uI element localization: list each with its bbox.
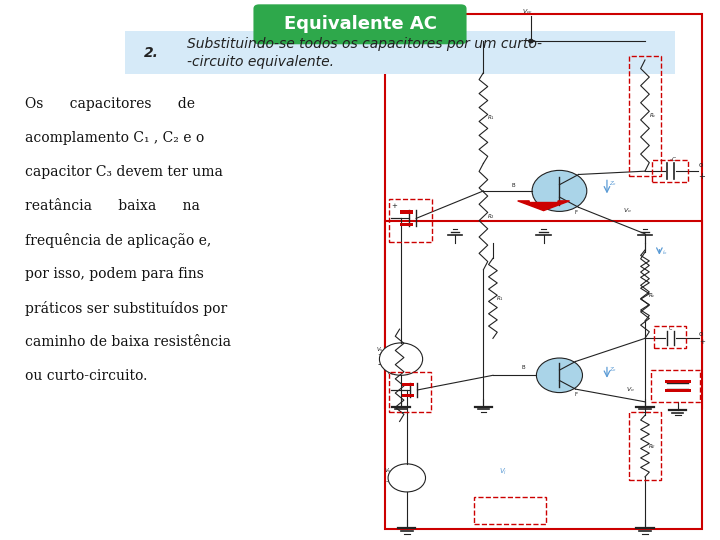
- Text: $v_1$: $v_1$: [395, 356, 402, 363]
- Bar: [474, 497, 546, 524]
- Text: +: +: [699, 339, 705, 345]
- Circle shape: [536, 358, 582, 393]
- Text: $R_2$: $R_2$: [487, 212, 495, 221]
- Text: $C_1$: $C_1$: [654, 370, 662, 379]
- Text: o: o: [699, 331, 703, 337]
- Bar: [385, 221, 702, 529]
- Bar: [654, 327, 686, 348]
- Bar: [665, 380, 690, 383]
- Text: -: -: [674, 400, 677, 406]
- Text: $V_s$: $V_s$: [384, 467, 392, 475]
- Text: $V_i$: $V_i$: [397, 225, 404, 234]
- Text: $V_s$: $V_s$: [376, 345, 384, 354]
- FancyArrow shape: [518, 201, 570, 211]
- Text: $V_o$: $V_o$: [623, 206, 631, 215]
- Text: $V_{cc}$: $V_{cc}$: [522, 7, 533, 16]
- Text: $R_1$: $R_1$: [496, 294, 504, 303]
- Text: $R_c$: $R_c$: [649, 111, 657, 120]
- Text: o: o: [698, 163, 703, 168]
- Text: -circuito equivalente.: -circuito equivalente.: [187, 55, 334, 69]
- Text: $Z_o$: $Z_o$: [609, 365, 617, 374]
- FancyBboxPatch shape: [125, 31, 675, 74]
- Text: F: F: [575, 210, 578, 215]
- Text: por isso, podem para fins: por isso, podem para fins: [25, 267, 204, 281]
- Text: F: F: [574, 392, 577, 396]
- Text: $Z_i$: $Z_i$: [390, 364, 397, 373]
- Text: Equivalente AC: Equivalente AC: [284, 15, 436, 33]
- Text: $V_i$: $V_i$: [499, 467, 508, 477]
- Text: B: B: [521, 365, 525, 370]
- Text: ou curto-circuito.: ou curto-circuito.: [25, 369, 148, 383]
- FancyBboxPatch shape: [253, 4, 467, 44]
- Text: capacitor C₃ devem ter uma: capacitor C₃ devem ter uma: [25, 165, 223, 179]
- Text: B: B: [512, 183, 516, 187]
- Bar: [385, 14, 702, 408]
- Bar: [389, 372, 431, 412]
- Text: -: -: [377, 359, 381, 369]
- Text: frequência de aplicação e,: frequência de aplicação e,: [25, 233, 212, 248]
- Text: $R_c$: $R_c$: [648, 291, 656, 300]
- Bar: [402, 394, 414, 397]
- Bar: [651, 370, 700, 402]
- Text: $R_1$: $R_1$: [487, 113, 495, 123]
- Text: C: C: [669, 326, 672, 330]
- Text: $v_i$: $v_i$: [402, 474, 408, 482]
- Bar: [389, 199, 432, 242]
- Text: $i_o$: $i_o$: [662, 248, 668, 257]
- Bar: [665, 389, 690, 392]
- Text: 2.: 2.: [144, 46, 159, 59]
- Text: +: +: [391, 202, 397, 208]
- Text: acomplamento C₁ , C₂ e o: acomplamento C₁ , C₂ e o: [25, 131, 204, 145]
- Text: $_{o}C$: $_{o}C$: [669, 156, 678, 164]
- Text: -: -: [386, 478, 388, 484]
- Text: +: +: [377, 353, 383, 359]
- Circle shape: [388, 464, 426, 492]
- Text: ~: ~: [403, 471, 410, 480]
- Text: ~: ~: [397, 352, 405, 361]
- Text: reatância      baixa      na: reatância baixa na: [25, 199, 200, 213]
- Bar: [652, 160, 688, 182]
- Text: $R_E$: $R_E$: [648, 442, 656, 450]
- Text: $i_o$: $i_o$: [649, 40, 654, 49]
- Text: $R_c$: $R_c$: [649, 281, 657, 290]
- Text: caminho de baixa resistência: caminho de baixa resistência: [25, 335, 231, 349]
- Bar: [629, 56, 661, 176]
- Text: +: +: [698, 172, 706, 181]
- Text: $V_o$: $V_o$: [626, 386, 635, 394]
- Text: $Z_o$: $Z_o$: [609, 179, 617, 188]
- Text: práticos ser substituídos por: práticos ser substituídos por: [25, 301, 228, 316]
- Bar: [629, 412, 661, 480]
- Bar: [400, 223, 413, 226]
- Circle shape: [528, 39, 533, 43]
- Bar: [400, 210, 413, 213]
- Circle shape: [532, 171, 587, 211]
- Text: Substituindo-se todos os capacitores por um curto-: Substituindo-se todos os capacitores por…: [187, 37, 542, 51]
- Circle shape: [379, 343, 423, 375]
- Text: $R_g$: $R_g$: [387, 369, 395, 379]
- Text: Os      capacitores      de: Os capacitores de: [25, 97, 195, 111]
- Bar: [402, 383, 414, 386]
